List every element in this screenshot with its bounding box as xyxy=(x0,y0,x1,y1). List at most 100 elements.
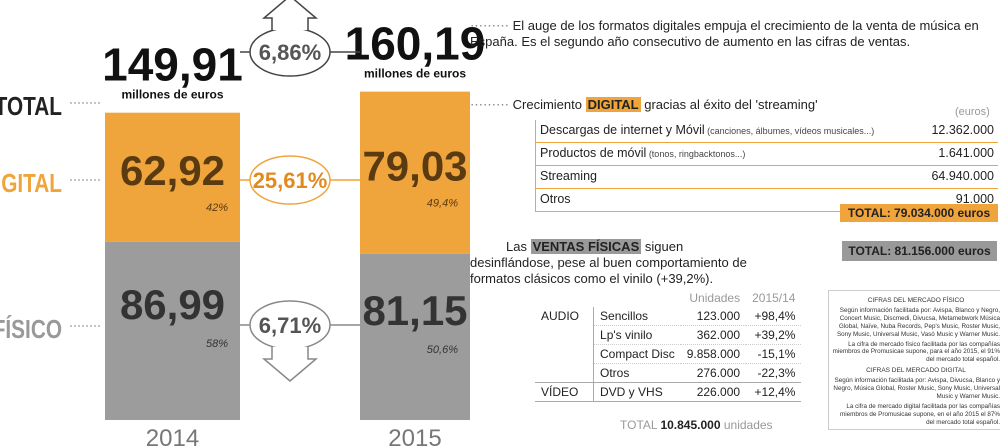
total-unit: millones de euros xyxy=(121,88,223,102)
row-value: 91.000 xyxy=(955,192,994,206)
digital-value: 62,92 xyxy=(120,147,225,194)
row-label: Otros xyxy=(540,192,571,206)
note-text: La cifra de mercado físico facilitada po… xyxy=(832,340,1000,364)
cell: Lp's vinilo xyxy=(593,325,681,345)
cell: -22,3% xyxy=(746,363,802,383)
blank xyxy=(535,289,594,307)
column-header: 2015/14 xyxy=(752,291,796,305)
cell: DVD y VHS xyxy=(593,382,681,402)
total-text: TOTAL xyxy=(620,418,661,432)
digital-share: 49,4% xyxy=(427,198,458,210)
row-value: 12.362.000 xyxy=(931,123,994,137)
note-text: La cifra de mercado digital facilitada p… xyxy=(840,402,1000,426)
cell: -15,1% xyxy=(746,344,802,364)
heading-text: siguen desinflándose, pese al buen compo… xyxy=(470,239,747,286)
digital-heading: ⋯⋯⋯ Crecimiento DIGITAL gracias al éxito… xyxy=(470,97,818,112)
cell: Otros xyxy=(593,363,681,383)
row-value: 64.940.000 xyxy=(931,169,994,183)
infographic: TOTAL DIGITAL FÍSICO 62,92 42% 86,99 58% 2014 14… xyxy=(0,0,486,448)
cell: Sencillos xyxy=(593,307,681,326)
physical-bar xyxy=(360,253,470,420)
total-value: 149,91 xyxy=(102,39,243,91)
cell: 9.858.000 xyxy=(680,344,747,364)
year: 2015 xyxy=(388,425,441,448)
physical-value: 86,99 xyxy=(120,281,225,328)
row-label: DIGITAL xyxy=(0,169,62,198)
digital-row: Productos de móvil (tonos, ringbacktonos… xyxy=(536,143,998,166)
heading-text: Crecimiento xyxy=(512,97,586,112)
group-label: VÍDEO xyxy=(535,382,595,402)
row-label: Descargas de internet y Móvil xyxy=(540,123,705,137)
row-name: Otros xyxy=(540,192,571,208)
blank xyxy=(594,289,681,307)
digital-total: TOTAL: 79.034.000 euros xyxy=(840,204,998,222)
change-value: 6,86% xyxy=(259,40,321,65)
header-row: Unidades 2015/14 xyxy=(535,289,801,307)
digital-share: 42% xyxy=(206,202,228,214)
row-detail: (canciones, álbumes, vídeos musicales...… xyxy=(704,126,875,136)
unit: (euros) xyxy=(955,106,990,118)
year: 2014 xyxy=(146,425,199,448)
arrow-down xyxy=(261,347,319,382)
row-label: Streaming xyxy=(540,169,597,183)
total-unit: millones de euros xyxy=(364,67,466,81)
heading-text: Las xyxy=(506,239,531,254)
table-row: Lp's vinilo 362.000 +39,2% xyxy=(535,325,802,345)
cell: +39,2% xyxy=(746,325,802,345)
physical-share: 58% xyxy=(206,338,228,350)
cell: 226.000 xyxy=(680,382,747,402)
table-row: Compact Disc 9.858.000 -15,1% xyxy=(535,344,802,364)
total-text: unidades xyxy=(720,418,773,432)
cell: 362.000 xyxy=(680,325,747,345)
row-name: Productos de móvil (tonos, ringbacktonos… xyxy=(540,146,745,162)
cell: Compact Disc xyxy=(593,344,681,364)
table-row: VÍDEO DVD y VHS 226.000 +12,4% xyxy=(535,382,802,402)
physical-total: TOTAL 10.845.000 unidades xyxy=(620,418,773,432)
digital-bar xyxy=(105,112,240,242)
row-label: FÍSICO xyxy=(0,314,62,344)
physical-total-box: TOTAL: 81.156.000 euros xyxy=(842,241,997,261)
note-title: CIFRAS DEL MERCADO DIGITAL xyxy=(866,367,966,375)
heading-highlight: DIGITAL xyxy=(585,97,641,112)
note-text: Según información facilitada por: Avispa… xyxy=(833,377,1000,400)
note-title: CIFRAS DEL MERCADO FÍSICO xyxy=(867,297,965,304)
intro: El auge de los formatos digitales empuja… xyxy=(470,18,979,49)
total-value: 160,19 xyxy=(345,18,486,70)
cell: +98,4% xyxy=(746,307,802,326)
change-value: 6,71% xyxy=(259,313,321,338)
row-value: 1.641.000 xyxy=(938,146,994,160)
change-value: 25,61% xyxy=(253,168,328,193)
change-circle xyxy=(249,155,331,205)
notes: CIFRAS DEL MERCADO FÍSICO Según informaci… xyxy=(828,290,1000,431)
cell: 123.000 xyxy=(680,307,747,326)
row-detail: (tonos, ringbacktonos...) xyxy=(646,149,746,159)
heading-text: gracias al éxito del 'streaming' xyxy=(640,97,818,112)
cell: +12,4% xyxy=(746,382,802,402)
row-label: Productos de móvil xyxy=(540,146,647,160)
physical-value: 81,15 xyxy=(362,287,467,334)
digital-value: 79,03 xyxy=(362,143,467,190)
digital-row: Descargas de internet y Móvil (canciones… xyxy=(536,120,998,143)
heading-highlight: VENTAS FÍSICAS xyxy=(530,239,642,254)
row-name: Descargas de internet y Móvil (canciones… xyxy=(540,123,874,139)
digital-row: Otros 91.000 xyxy=(536,189,998,212)
physical-table: Unidades 2015/14 AUDIO Sencillos 123.000 +98,… xyxy=(535,289,802,402)
arrow-up xyxy=(261,0,319,30)
row-label: TOTAL xyxy=(0,92,62,121)
physical-bar xyxy=(105,241,240,420)
table-row: AUDIO Sencillos 123.000 +98,4% xyxy=(535,307,802,383)
cell: 276.000 xyxy=(680,363,747,383)
column-header: Unidades xyxy=(689,291,741,305)
digital-bar xyxy=(360,91,470,254)
physical-share: 50,6% xyxy=(427,344,458,356)
row-name: Streaming xyxy=(540,169,597,185)
digital-table: Descargas de internet y Móvil (canciones… xyxy=(535,120,998,212)
note-text: Según información facilitada por: Avispa… xyxy=(836,307,1000,338)
total-value: 10.845.000 xyxy=(660,418,721,432)
digital-row: Streaming 64.940.000 xyxy=(536,166,998,189)
intro-row: ⋯⋯⋯ El auge de los formatos digitales em… xyxy=(470,18,979,49)
physical-heading: Las VENTAS FÍSICAS siguen desinflándose,… xyxy=(470,239,770,287)
table: Unidades 2015/14 AUDIO Sencillos 123.000 +98,… xyxy=(535,289,802,402)
table-row: Otros 276.000 -22,3% xyxy=(535,363,802,383)
